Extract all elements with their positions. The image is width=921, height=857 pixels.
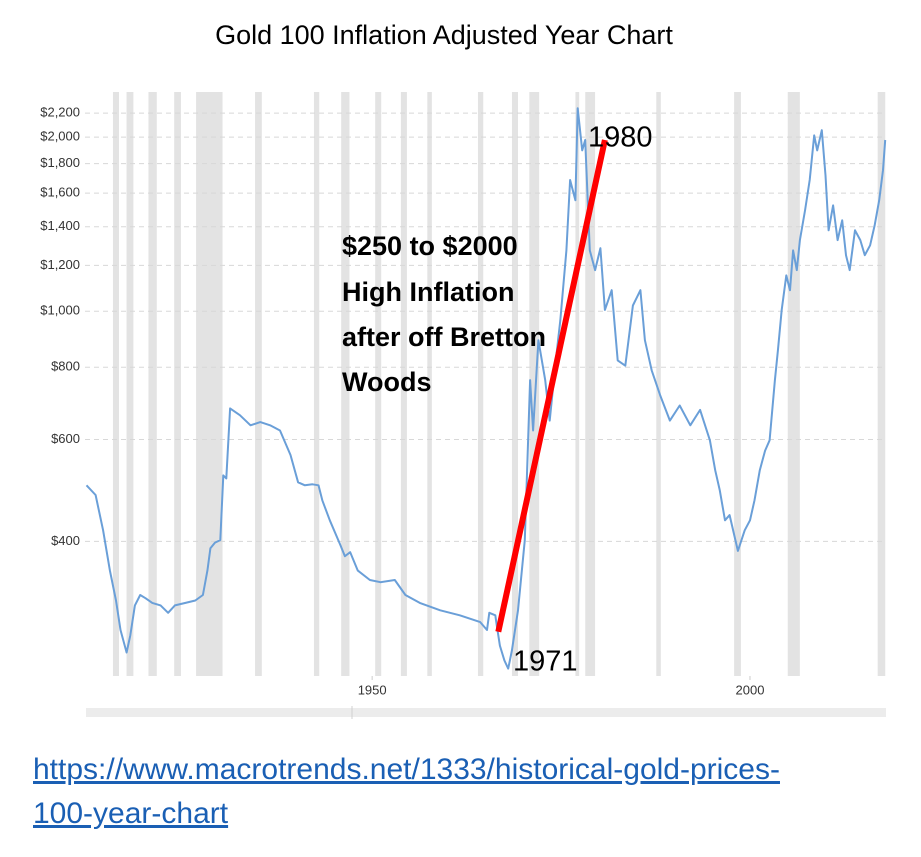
y-tick-label: $1,400 [40, 218, 80, 233]
annotation: after off Bretton [342, 322, 546, 352]
recession-band [787, 92, 800, 676]
chart: Gold 100 Inflation Adjusted Year Chart $… [40, 20, 887, 719]
recession-band [575, 92, 580, 676]
y-tick-label: $1,000 [40, 303, 80, 318]
recession-band [877, 92, 886, 676]
recession-band [511, 92, 518, 676]
y-tick-label: $800 [51, 359, 80, 374]
y-tick-label: $2,200 [40, 105, 80, 120]
recession-band [196, 92, 223, 676]
recession-band [734, 92, 741, 676]
y-tick-label: $400 [51, 533, 80, 548]
recession-band [400, 92, 407, 676]
scrollbar [86, 708, 886, 717]
recession-band [656, 92, 661, 676]
trend-line [495, 139, 608, 633]
x-tick-label: 1950 [358, 682, 387, 697]
recession-band [585, 92, 596, 676]
recession-band [341, 92, 350, 676]
source-link[interactable]: https://www.macrotrends.net/1333/histori… [33, 753, 780, 830]
recession-band [255, 92, 262, 676]
recession-band [313, 92, 320, 676]
recession-band [375, 92, 382, 676]
recession-band [477, 92, 484, 676]
annotation: High Inflation [342, 277, 514, 307]
y-tick-label: $600 [51, 431, 80, 446]
recession-band [148, 92, 157, 676]
recession-band [112, 92, 120, 676]
y-tick-label: $2,000 [40, 129, 80, 144]
recession-band [174, 92, 181, 676]
recession-band [529, 92, 540, 676]
y-tick-label: $1,600 [40, 185, 80, 200]
y-tick-label: $1,800 [40, 155, 80, 170]
x-tick-label: 2000 [736, 682, 765, 697]
chart-title: Gold 100 Inflation Adjusted Year Chart [215, 20, 673, 50]
annotation: 1971 [513, 646, 578, 678]
annotation: 1980 [588, 122, 653, 154]
annotation: Woods [342, 367, 432, 397]
recession-band [126, 92, 134, 676]
y-tick-label: $1,200 [40, 257, 80, 272]
annotation: $250 to $2000 [342, 231, 518, 261]
recession-band [427, 92, 432, 676]
